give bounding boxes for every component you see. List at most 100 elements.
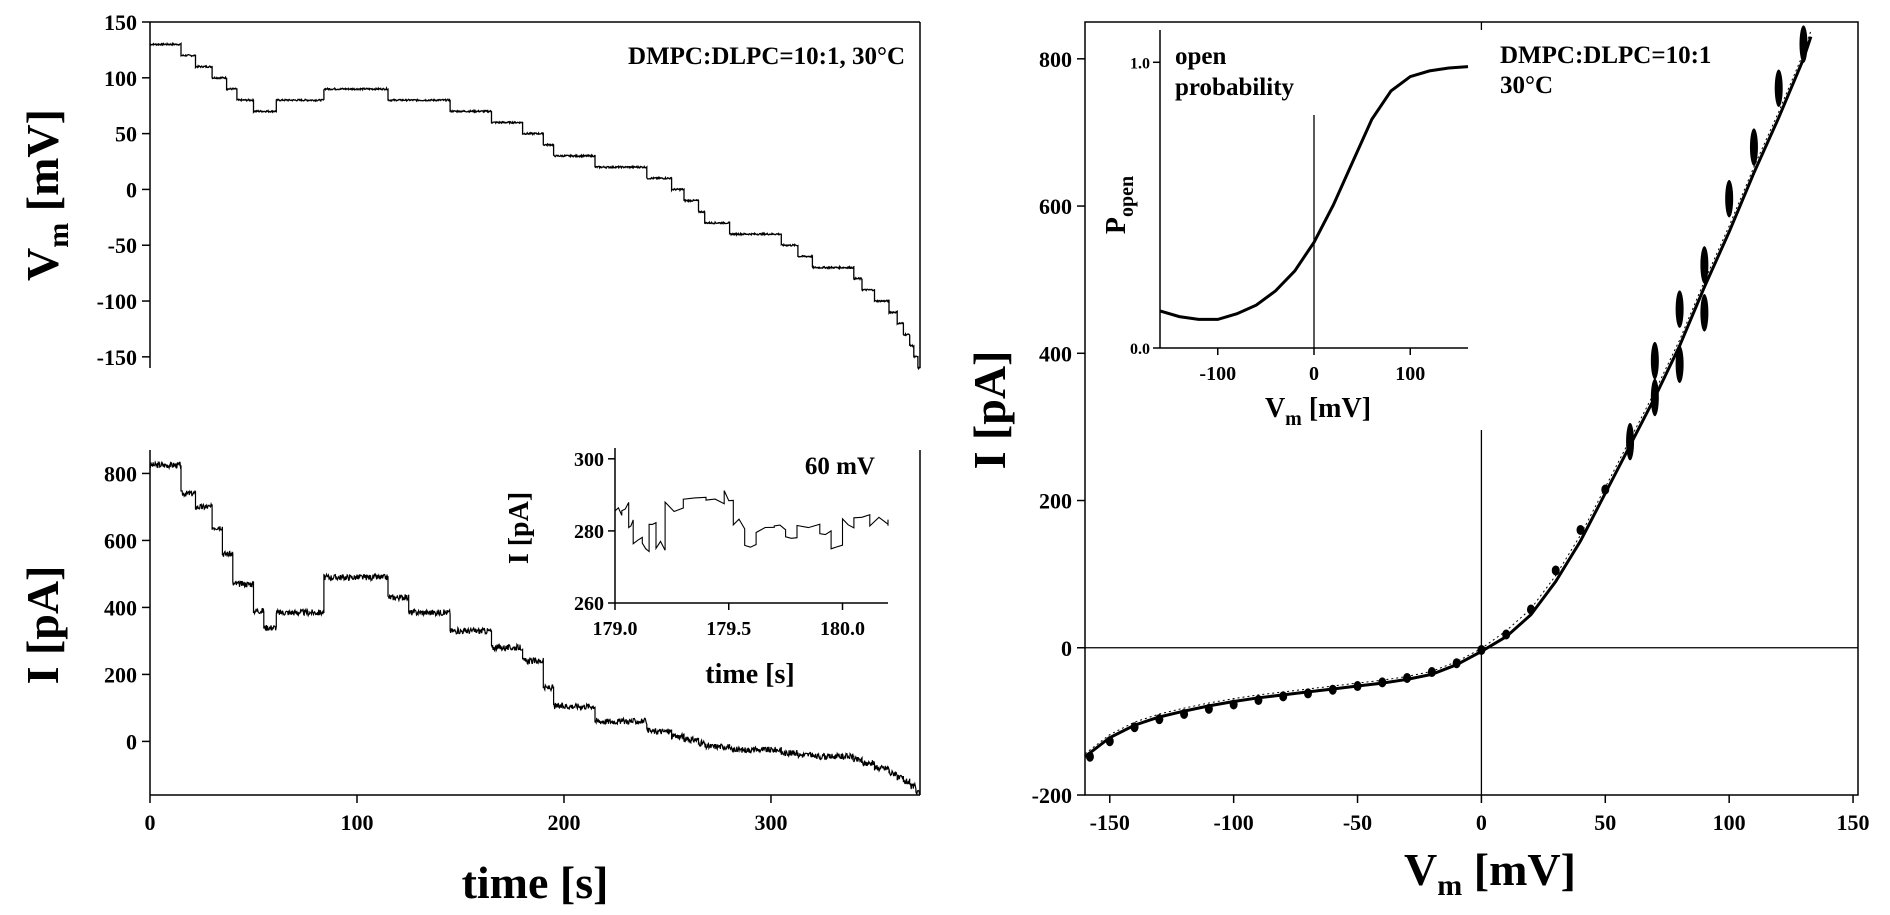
data-point (1650, 341, 1659, 380)
voltage-trace (149, 41, 921, 371)
plot-frame (1084, 21, 1859, 796)
inset-x-tick-label: 179.5 (706, 618, 751, 640)
panel-annotation-line2: 30°C (1500, 72, 1553, 99)
data-point (1675, 345, 1684, 384)
data-point (1774, 69, 1783, 108)
y-tick-label: -50 (108, 233, 137, 258)
data-point (1799, 25, 1808, 63)
data-point (1452, 658, 1461, 669)
data-point (1403, 672, 1412, 683)
inset-x-axis-label-part: [mV] (1302, 393, 1371, 424)
data-point (1477, 644, 1486, 655)
inset-x-tick-label: 180.0 (820, 618, 865, 640)
data-point (1378, 677, 1387, 688)
inset-y-axis-label: I [pA] (504, 492, 535, 564)
data-point (1279, 691, 1288, 702)
x-axis-label: time [s] (462, 857, 609, 908)
y-tick-label: 50 (115, 122, 137, 147)
inset-y-tick-label: 0.0 (1130, 341, 1150, 358)
y-axis-label: Vm [mV] (17, 109, 75, 281)
y-tick-label: 800 (1039, 47, 1072, 72)
y-tick-label: -200 (1032, 783, 1072, 808)
data-point (1328, 684, 1337, 695)
inset-current-trace (614, 490, 889, 553)
inset-y-axis-label-part: open (1116, 176, 1138, 217)
current-time-panel: 800 600 400 200 0 0 100 200 300 time [s] I [pA] 300… (17, 446, 921, 908)
data-point (1254, 695, 1263, 706)
data-point (1675, 290, 1684, 328)
data-point (1130, 722, 1139, 733)
inset-x-axis-label: time [s] (705, 659, 794, 690)
y-tick-label: 0 (1061, 636, 1072, 661)
y-tick-label: -150 (97, 345, 137, 370)
data-point (1229, 699, 1238, 710)
data-point (1749, 128, 1758, 166)
inset-background (1098, 30, 1486, 430)
x-tick-label: -150 (1090, 810, 1130, 835)
data-point (1105, 736, 1114, 747)
y-tick-label: -100 (97, 289, 137, 314)
y-tick-label: 400 (104, 595, 137, 620)
data-point (1180, 709, 1189, 720)
x-tick-label: 150 (1837, 810, 1870, 835)
inset-x-tick-label: 0 (1309, 363, 1319, 385)
inset-annotation: 60 mV (805, 453, 875, 480)
x-tick-label: 100 (340, 810, 373, 835)
inset-x-axis-label-part: m (1285, 408, 1302, 430)
y-tick-label: 200 (1039, 489, 1072, 514)
x-axis-label: Vm [mV] (1404, 844, 1576, 902)
y-axis-label-part: V (17, 248, 68, 281)
current-trace (149, 460, 921, 796)
inset-y-tick-label: 1.0 (1130, 55, 1150, 72)
y-tick-label: 600 (104, 528, 137, 553)
inset-x-tick-label: -100 (1199, 363, 1236, 385)
x-tick-label: 100 (1713, 810, 1746, 835)
y-axis-label-part: [mV] (17, 109, 68, 223)
x-axis-label-part: V (1404, 844, 1437, 895)
inset-y-tick-label: 280 (574, 521, 604, 543)
y-tick-label: 100 (104, 66, 137, 91)
inset-y-tick-label: 260 (574, 593, 604, 615)
current-voltage-panel: 800 600 400 200 0 -200 -150 -100 -50 0 50 100 150 Vm … (964, 21, 1870, 902)
data-point (1626, 422, 1635, 461)
data-point (1700, 294, 1709, 332)
inset-x-axis-label: Vm [mV] (1265, 393, 1371, 430)
open-probability-curve (1159, 65, 1469, 321)
y-tick-label: 150 (104, 10, 137, 35)
inset-x-tick-label: 100 (1395, 363, 1425, 385)
data-point (1204, 703, 1213, 714)
panel-annotation-line1: DMPC:DLPC=10:1 (1500, 42, 1711, 69)
y-tick-label: 200 (104, 662, 137, 687)
x-tick-label: 200 (547, 810, 580, 835)
inset-x-tick-label: 179.0 (593, 618, 638, 640)
data-point (1576, 524, 1585, 535)
x-tick-label: -50 (1343, 810, 1372, 835)
data-point (1155, 714, 1164, 725)
y-tick-label: 0 (126, 729, 137, 754)
x-tick-label: 50 (1594, 810, 1616, 835)
data-point (1725, 179, 1734, 218)
x-tick-label: 300 (754, 810, 787, 835)
data-point (1700, 246, 1709, 284)
data-point (1085, 751, 1094, 762)
inset-y-axis-label: Popen (1101, 176, 1138, 234)
panel-annotation: DMPC:DLPC=10:1, 30°C (628, 43, 905, 70)
x-tick-label: 0 (1476, 810, 1487, 835)
x-axis-label-part: [mV] (1462, 844, 1576, 895)
y-tick-label: 400 (1039, 341, 1072, 366)
x-axis-label-part: m (1437, 869, 1462, 902)
x-tick-label: 0 (145, 810, 156, 835)
y-axis-label: I [pA] (17, 566, 68, 685)
data-point (1551, 565, 1560, 576)
inset-y-tick-label: 300 (574, 449, 604, 471)
data-point (1526, 604, 1535, 615)
y-tick-label: 800 (104, 461, 137, 486)
voltage-time-panel: 150 100 50 0 -50 -100 -150 DMPC:DLPC=10:1, 30°C… (17, 10, 921, 371)
x-tick-label: -100 (1213, 810, 1253, 835)
inset-annotation-line1: open (1175, 43, 1227, 70)
data-point (1502, 629, 1511, 640)
data-point (1303, 688, 1312, 699)
inset-annotation-line2: probability (1175, 74, 1295, 101)
y-axis-label-part: m (42, 223, 75, 248)
data-point (1353, 681, 1362, 692)
